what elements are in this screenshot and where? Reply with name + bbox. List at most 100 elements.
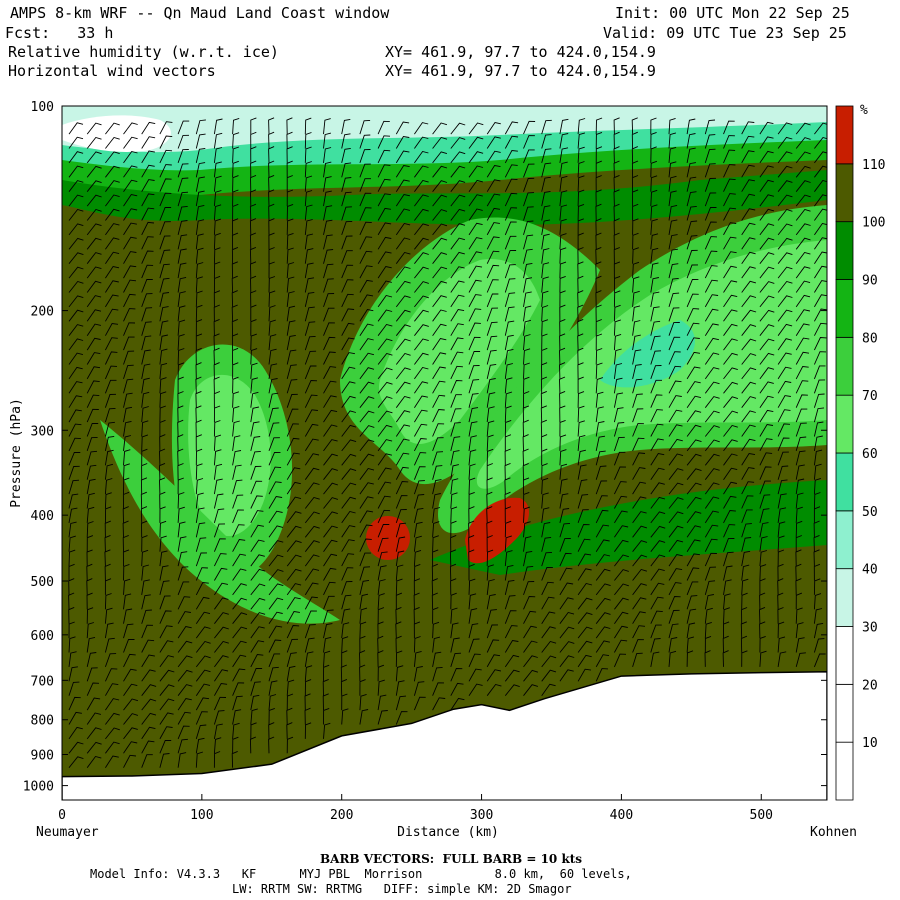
forecast-hour: Fcst: 33 h [5, 24, 114, 42]
wind-barb [359, 178, 371, 192]
wind-barb [741, 550, 751, 567]
wind-barb [304, 679, 312, 696]
wind-barb [504, 625, 518, 639]
wind-barb [323, 409, 338, 423]
wind-barb [250, 189, 257, 207]
wind-barb [541, 536, 552, 552]
wind-barb [486, 520, 493, 538]
wind-barb [559, 376, 566, 394]
wind-barb [541, 233, 550, 250]
wind-barb [432, 136, 448, 149]
wind-barb [86, 352, 101, 365]
wind-barb [723, 222, 737, 236]
wind-barb [813, 407, 825, 423]
wind-barb [523, 277, 533, 293]
wind-barb [577, 203, 585, 221]
wind-barb [268, 319, 276, 336]
wind-barb [814, 265, 827, 279]
wind-barb [759, 295, 775, 308]
wind-barb [213, 434, 222, 451]
wind-barb [704, 496, 720, 509]
wind-barb [304, 335, 316, 351]
wind-barb [450, 309, 465, 322]
wind-barb [486, 506, 493, 523]
wind-barb [432, 437, 444, 452]
wind-barb [432, 295, 447, 308]
wind-barb [232, 203, 239, 221]
wind-barb [650, 218, 658, 235]
wind-barb [86, 506, 95, 523]
wind-barb [759, 136, 774, 149]
wind-barb [723, 294, 738, 308]
wind-barb [686, 608, 697, 624]
wind-barb [723, 538, 735, 552]
wind-barb [195, 376, 202, 394]
x-axis-left-endpoint: Neumayer [36, 825, 99, 840]
wind-barb [741, 523, 752, 538]
wind-barb [613, 466, 627, 480]
wind-barb [232, 583, 247, 596]
y-tick-label: 700 [31, 674, 54, 689]
wind-barb [504, 377, 513, 394]
wind-barb [414, 136, 429, 149]
wind-barb [595, 539, 610, 552]
wind-barb [177, 640, 193, 653]
wind-barb [323, 161, 332, 178]
wind-barb [504, 221, 517, 236]
wind-barb [68, 366, 83, 380]
wind-barb [650, 394, 663, 408]
wind-barb [286, 665, 296, 682]
wind-barb [231, 304, 238, 322]
wind-barb [723, 424, 738, 437]
wind-barb [195, 552, 208, 567]
wind-barb [232, 464, 242, 480]
wind-barb [650, 117, 657, 135]
wind-barb [213, 723, 223, 739]
wind-barb [577, 553, 592, 567]
wind-barb [468, 393, 479, 408]
wind-barb [177, 120, 190, 135]
wind-barb [286, 117, 293, 135]
wind-barb [104, 637, 115, 653]
wind-barb [577, 626, 593, 639]
wind-barb [286, 232, 294, 250]
wind-barb [668, 336, 681, 351]
wind-barb [813, 608, 823, 624]
wind-barb [723, 593, 731, 610]
wind-barb [559, 508, 570, 524]
wind-barb [777, 352, 792, 365]
wind-barb [177, 596, 191, 610]
wind-barb [395, 481, 409, 495]
wind-barb [414, 423, 428, 437]
wind-barb [214, 683, 228, 696]
wind-barb [414, 208, 429, 221]
wind-barb [704, 192, 717, 207]
wind-barb [159, 348, 168, 365]
wind-barb [813, 435, 823, 451]
wind-barb [577, 597, 593, 610]
wind-barb [614, 639, 628, 653]
wind-barb [759, 165, 774, 178]
wind-barb [432, 423, 445, 437]
wind-barb [450, 351, 464, 365]
wind-barb [686, 453, 702, 466]
wind-barb [395, 509, 407, 524]
wind-barb [232, 391, 240, 408]
wind-barb [468, 578, 476, 595]
wind-barb [231, 333, 239, 351]
init-time: Init: 00 UTC Mon 22 Sep 25 [615, 4, 850, 22]
wind-barb [177, 566, 189, 581]
wind-barb [213, 478, 223, 495]
wind-barb [668, 322, 680, 336]
wind-barb [286, 160, 293, 178]
wind-barb [432, 337, 447, 351]
wind-barb [395, 522, 407, 538]
wind-barb [686, 439, 702, 452]
wind-barb [486, 579, 495, 595]
wind-barb [795, 563, 802, 581]
wind-barb [559, 347, 566, 365]
wind-barb [286, 189, 294, 207]
wind-barb [341, 279, 354, 293]
wind-barb [359, 607, 368, 624]
wind-barb [195, 724, 207, 740]
